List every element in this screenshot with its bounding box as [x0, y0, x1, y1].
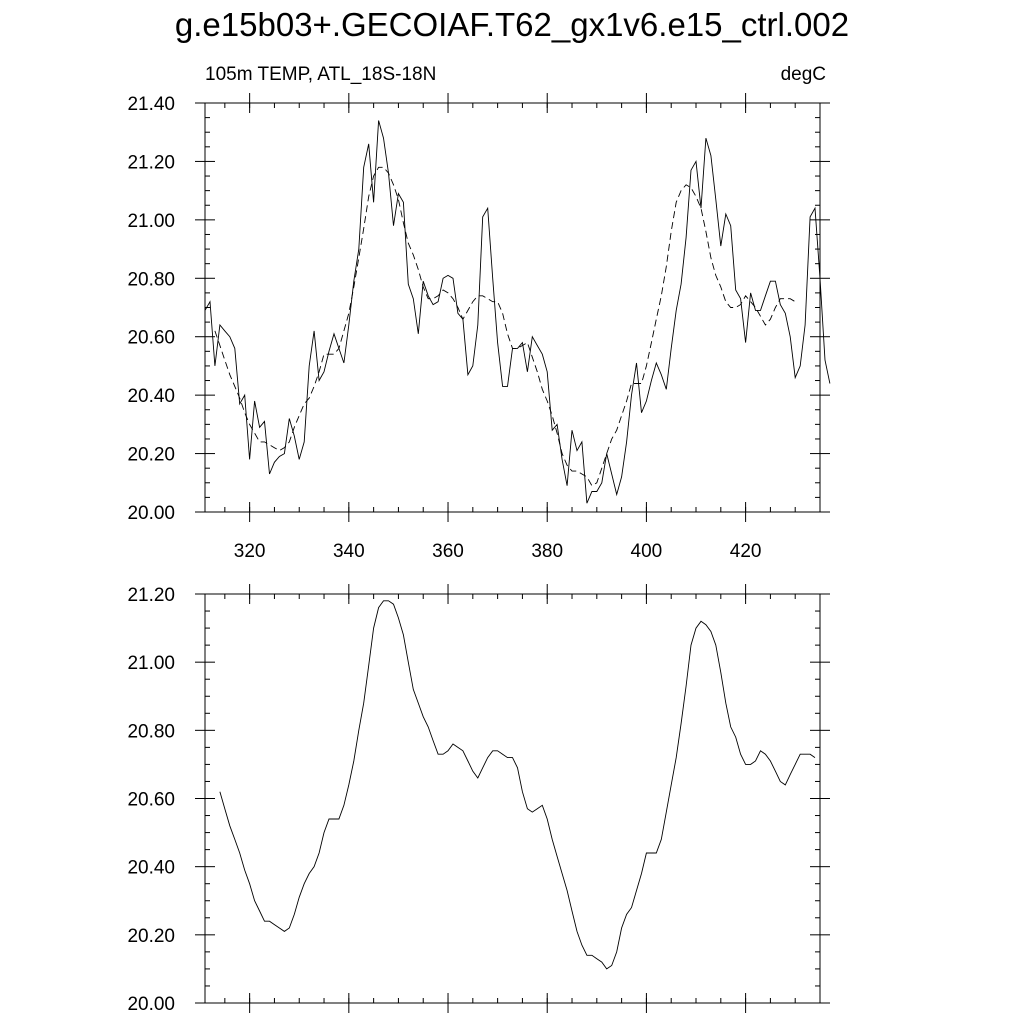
x-tick-label: 360: [432, 541, 464, 562]
temperature-series-line: [204, 120, 831, 504]
x-tick-label: 320: [234, 541, 266, 562]
bottom-panel: 20.00 20.20 20.40 20.60 20.80 21.00 21.20: [127, 584, 830, 1015]
x-tick-label: 400: [631, 541, 663, 562]
y-tick-label: 20.40: [127, 858, 175, 879]
y-tick-label: 21.40: [127, 94, 175, 115]
variable-label: 105m TEMP, ATL_18S-18N: [205, 64, 437, 85]
y-tick-label: 21.20: [127, 152, 175, 173]
y-tick-label: 20.20: [127, 445, 175, 466]
units-label: degC: [780, 64, 826, 85]
y-tick-label: 21.00: [127, 653, 175, 674]
y-tick-label: 20.20: [127, 926, 175, 947]
top-panel: 320 340 360 380 400 420 20.00 20.20 20.40 20.60 20…: [127, 93, 831, 562]
temperature-series-line: [219, 600, 816, 970]
y-tick-label: 21.20: [127, 585, 175, 606]
y-tick-label: 20.60: [127, 790, 175, 811]
plot-frame: [204, 593, 821, 1004]
smoothed-series-line: [214, 166, 796, 487]
y-tick-label: 20.80: [127, 721, 175, 742]
y-tick-label: 21.00: [127, 211, 175, 232]
chart-title: g.e15b03+.GECOIAF.T62_gx1v6.e15_ctrl.002: [174, 6, 850, 43]
y-tick-label: 20.60: [127, 328, 175, 349]
y-tick-label: 20.40: [127, 386, 175, 407]
x-tick-label: 420: [730, 541, 762, 562]
x-tick-label: 340: [333, 541, 365, 562]
y-tick-label: 20.00: [127, 994, 175, 1015]
x-tick-label: 380: [531, 541, 563, 562]
y-tick-label: 20.00: [127, 503, 175, 524]
y-tick-label: 20.80: [127, 269, 175, 290]
